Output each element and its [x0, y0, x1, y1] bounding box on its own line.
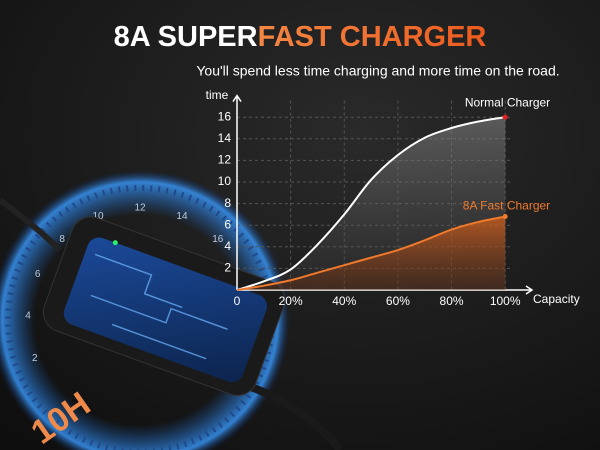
- x-tick-label: 100%: [490, 294, 521, 308]
- end-point: [502, 214, 508, 220]
- circuit-traces: [90, 253, 228, 360]
- dial-label: 8: [59, 234, 65, 245]
- end-point: [502, 114, 508, 120]
- chart-title: 8A SUPERFAST CHARGER: [114, 21, 487, 53]
- x-tick-label: 40%: [332, 294, 356, 308]
- subtitle: You'll spend less time charging and more…: [196, 63, 559, 79]
- x-tick-label: 0: [234, 294, 241, 308]
- line: [236, 215, 506, 291]
- y-tick-label: 10: [218, 174, 232, 188]
- dial-label: 2: [32, 353, 38, 364]
- dial-label: 4: [25, 311, 31, 322]
- y-tick-label: 16: [218, 109, 232, 123]
- x-tick-label: 80%: [440, 294, 464, 308]
- x-tick-label: 60%: [386, 294, 410, 308]
- y-tick-label: 14: [218, 131, 232, 145]
- x-tick-label: 20%: [279, 294, 303, 308]
- dial-label: 14: [176, 211, 188, 222]
- y-tick-label: 4: [224, 239, 231, 253]
- cable: [0, 197, 63, 253]
- y-axis: [232, 94, 242, 290]
- dial-label: 16: [212, 234, 224, 245]
- legend-label: Normal Charger: [465, 95, 550, 109]
- legend-label: 8A Fast Charger: [463, 199, 550, 213]
- line: [236, 116, 506, 291]
- y-tick-label: 8: [224, 196, 231, 210]
- y-axis-label: time: [206, 88, 229, 102]
- charger: [42, 216, 286, 396]
- y-tick-label: 6: [224, 217, 231, 231]
- title-part: 8A SUPER: [114, 21, 258, 53]
- y-tick-label: 2: [224, 261, 231, 275]
- x-axis-label: Capacity: [533, 292, 580, 306]
- y-tick-label: 12: [218, 153, 232, 167]
- circuit-board: [63, 237, 268, 383]
- title-part: FAST CHARGER: [258, 21, 487, 53]
- dial-label: 10: [92, 211, 104, 222]
- led: [112, 240, 118, 246]
- dial-label: 12: [134, 203, 146, 214]
- dial-label: 6: [35, 269, 41, 280]
